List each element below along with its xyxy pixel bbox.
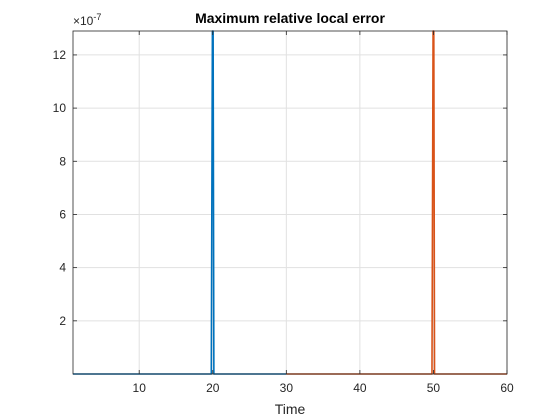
x-tick-label: 30 xyxy=(280,381,294,395)
y-tick-label: 8 xyxy=(59,154,66,168)
x-tick-label: 20 xyxy=(206,381,220,395)
ticks: 10 20 30 40 50 60 2 4 6 8 10 12 xyxy=(53,31,514,395)
y-tick-label: 10 xyxy=(53,101,67,115)
x-tick-label: 50 xyxy=(427,381,441,395)
y-axis-exponent-power: -7 xyxy=(93,12,101,22)
y-axis-exponent-base: ×10 xyxy=(73,14,94,28)
y-tick-label: 12 xyxy=(53,48,67,62)
chart-title: Maximum relative local error xyxy=(195,10,385,26)
y-tick-label: 4 xyxy=(59,261,66,275)
plot-area xyxy=(73,31,507,374)
y-tick-label: 6 xyxy=(59,207,66,221)
y-tick-label: 2 xyxy=(59,314,66,328)
y-axis-exponent: ×10-7 xyxy=(73,12,101,28)
x-tick-label: 10 xyxy=(133,381,147,395)
x-tick-label: 60 xyxy=(500,381,514,395)
axes-box xyxy=(72,30,508,375)
x-axis-label: Time xyxy=(275,401,306,417)
x-tick-label: 40 xyxy=(353,381,367,395)
